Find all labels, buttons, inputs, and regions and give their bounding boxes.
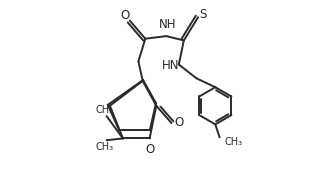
Text: O: O — [174, 116, 183, 129]
Text: NH: NH — [159, 18, 176, 31]
Text: O: O — [120, 9, 130, 22]
Text: O: O — [146, 143, 155, 156]
Text: S: S — [200, 8, 207, 21]
Text: CH₃: CH₃ — [96, 105, 114, 115]
Text: CH₃: CH₃ — [96, 142, 114, 152]
Text: HN: HN — [162, 59, 179, 72]
Text: CH₃: CH₃ — [224, 137, 243, 147]
